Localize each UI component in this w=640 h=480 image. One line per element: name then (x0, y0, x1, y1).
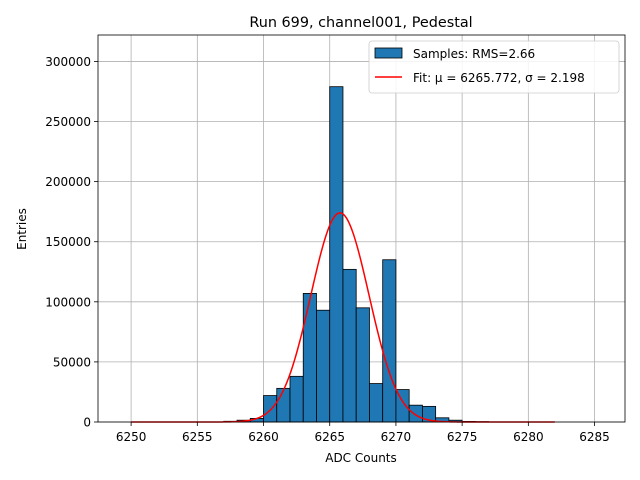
legend: Samples: RMS=2.66 Fit: μ = 6265.772, σ =… (368, 40, 620, 94)
x-axis-ticks: 6250 6255 6260 6265 6270 6275 6280 6285 (116, 422, 610, 444)
x-tick-label: 6255 (182, 430, 213, 444)
x-tick-label: 6275 (447, 430, 478, 444)
legend-label-fit: Fit: μ = 6265.772, σ = 2.198 (413, 71, 585, 85)
x-tick-label: 6265 (314, 430, 345, 444)
y-tick-label: 50000 (53, 355, 91, 369)
chart-title: Run 699, channel001, Pedestal (249, 15, 472, 31)
legend-swatch-samples (374, 47, 403, 59)
y-tick-label: 150000 (45, 235, 91, 249)
y-axis-ticks: 0 50000 100000 150000 200000 250000 300000 (45, 55, 98, 430)
histogram-bars (223, 86, 490, 423)
histogram-bar (263, 395, 278, 423)
x-tick-label: 6250 (116, 430, 147, 444)
histogram-bar (355, 307, 370, 423)
x-axis-label: ADC Counts (325, 451, 397, 465)
histogram-bar (316, 309, 331, 423)
y-tick-label: 200000 (45, 175, 91, 189)
histogram-bar (382, 259, 397, 423)
histogram-bar (289, 375, 304, 423)
histogram-bar (408, 404, 423, 423)
histogram-bar (276, 387, 291, 423)
histogram-bar (369, 383, 384, 423)
y-tick-label: 0 (83, 416, 91, 430)
histogram-bar (302, 293, 317, 423)
y-axis-label: Entries (15, 208, 29, 250)
x-tick-label: 6280 (513, 430, 544, 444)
y-tick-label: 100000 (45, 295, 91, 309)
y-tick-label: 300000 (45, 55, 91, 69)
plot-frame (97, 34, 626, 423)
histogram-bar (329, 86, 344, 423)
x-tick-label: 6260 (248, 430, 279, 444)
x-tick-label: 6285 (579, 430, 610, 444)
legend-label-samples: Samples: RMS=2.66 (413, 47, 535, 61)
x-tick-label: 6270 (381, 430, 412, 444)
legend-box (368, 40, 620, 94)
histogram-bar (342, 268, 357, 423)
y-tick-label: 250000 (45, 115, 91, 129)
